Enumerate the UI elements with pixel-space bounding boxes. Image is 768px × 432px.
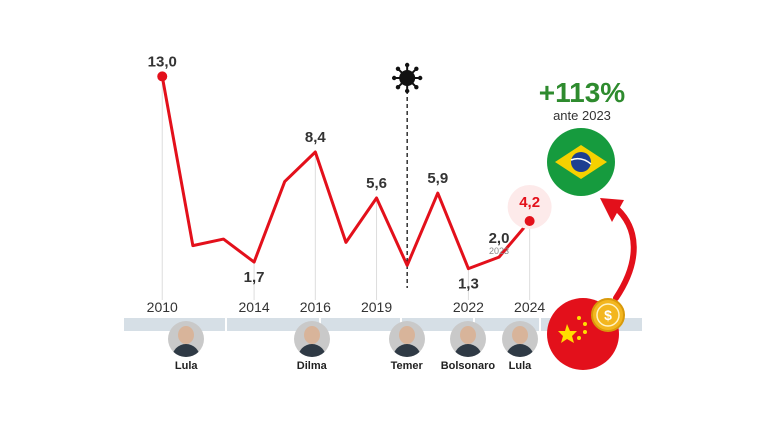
x-tick-label: 2010 [147, 299, 178, 315]
series-line [160, 76, 531, 271]
value-label: 5,6 [366, 175, 387, 192]
svg-text:$: $ [604, 307, 612, 323]
president-name: Temer [390, 360, 423, 372]
president-name: Dilma [296, 360, 327, 372]
president-item: Lula [151, 321, 221, 372]
percent-annotation: +113% ante 2023 [532, 77, 632, 124]
brazil-flag-icon [547, 128, 615, 196]
value-label: 2,0 [489, 230, 510, 247]
curved-arrow-icon [600, 198, 637, 301]
data-point [524, 216, 535, 226]
president-name: Bolsonaro [440, 360, 496, 372]
president-name: Lula [174, 360, 198, 372]
dollar-coin-icon: $ [591, 298, 625, 332]
president-avatar [449, 321, 486, 357]
value-label: 8,4 [305, 129, 327, 146]
x-tick-label: 2024 [514, 299, 545, 315]
president-avatar [501, 321, 538, 357]
percent-caption: ante 2023 [553, 108, 611, 123]
value-label: 1,3 [458, 276, 479, 293]
x-tick-label: 2022 [453, 299, 484, 315]
data-point [157, 71, 168, 82]
x-tick-label: 2016 [300, 299, 331, 315]
value-label: 4,2 [519, 194, 540, 211]
highlight-halo [507, 185, 552, 229]
value-label: 1,7 [244, 269, 265, 286]
x-tick-label: 2014 [239, 299, 270, 315]
president-item: Lula [485, 321, 555, 372]
value-label: 5,9 [427, 170, 448, 187]
percent-value: +113% [538, 77, 626, 108]
value-sublabel: 2023 [489, 246, 509, 256]
president-name: Lula [508, 360, 532, 372]
president-avatar [168, 321, 205, 357]
president-item: Dilma [277, 321, 347, 372]
value-label: 13,0 [148, 53, 177, 70]
x-tick-label: 2019 [361, 299, 392, 315]
president-item: Bolsonaro [433, 321, 503, 372]
president-avatar [388, 321, 425, 357]
president-avatar [293, 321, 330, 357]
president-item: Temer [372, 321, 442, 372]
virus-icon [391, 62, 423, 94]
